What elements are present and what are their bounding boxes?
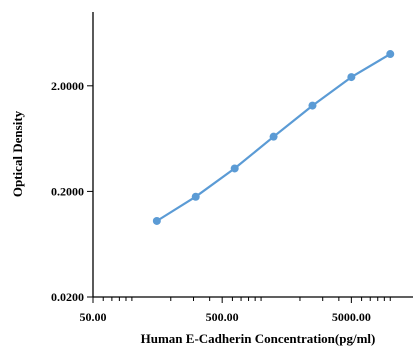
y-tick-label: 2.0000 [51,79,84,93]
y-axis-title: Optical Density [10,110,25,197]
data-series [152,50,395,225]
x-tick-label: 50.00 [80,310,107,324]
x-tick-label: 500.00 [206,310,239,324]
data-point [386,50,395,59]
data-point [230,164,239,173]
data-point [191,192,200,201]
data-point [347,73,356,82]
data-point [308,101,317,110]
x-axis-title: Human E-Cadherin Concentration(pg/ml) [141,331,376,346]
data-point [152,216,161,225]
x-tick-label: 5000.00 [332,310,371,324]
data-point [269,132,278,141]
axes [87,12,413,303]
y-tick-label: 0.0200 [51,290,84,304]
y-tick-label: 0.2000 [51,184,84,198]
tick-labels: 50.00 500.00 5000.00 0.0200 0.2000 2.0000 [51,79,371,324]
